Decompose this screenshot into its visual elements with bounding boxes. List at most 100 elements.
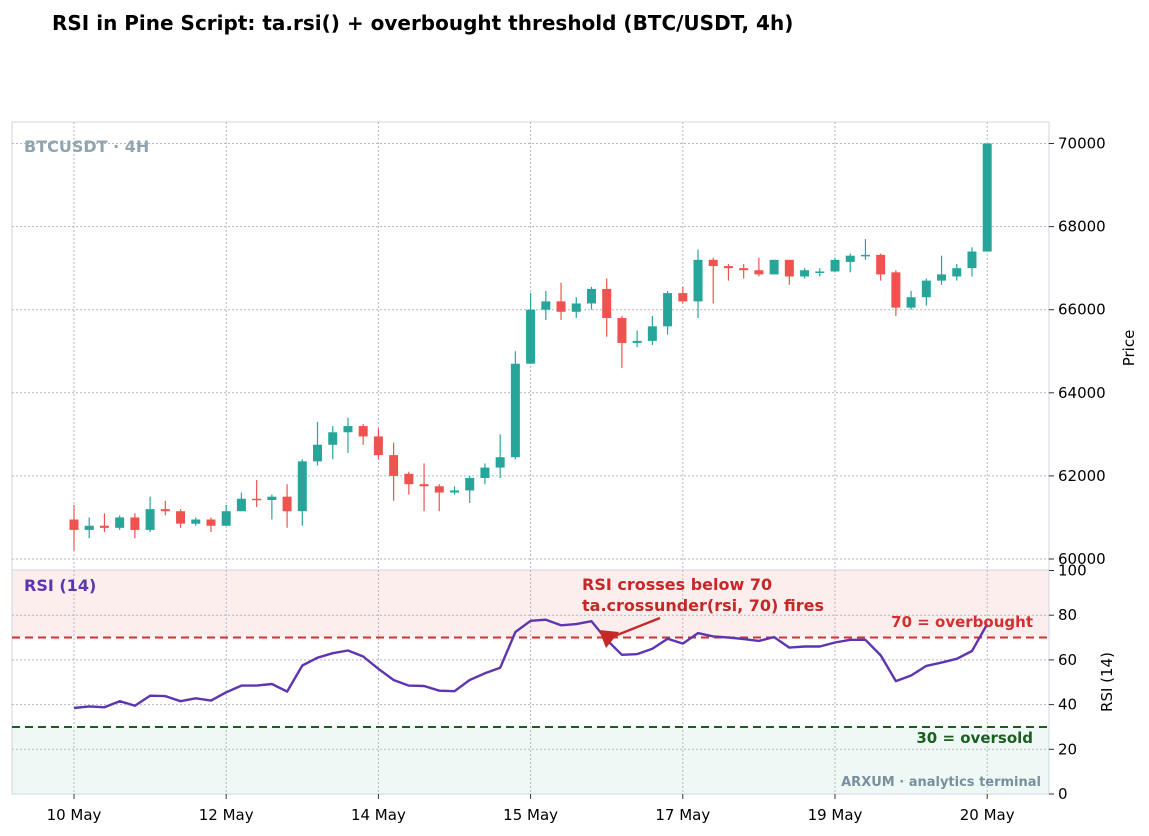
candle-body-up (343, 426, 353, 433)
price-tick-label: 66000 (1058, 301, 1106, 319)
overbought-label: 70 = overbought (891, 613, 1033, 631)
candle-body-up (145, 509, 155, 530)
candle-body-down (404, 473, 414, 485)
candle-body-down (252, 498, 262, 501)
annotation-line-1: RSI crosses below 70 (582, 575, 772, 594)
x-tick-label: 19 May (808, 806, 863, 824)
chart-title: RSI in Pine Script: ta.rsi() + overbough… (52, 11, 793, 35)
candle-body-up (328, 432, 338, 445)
rsi-tick-label: 40 (1058, 696, 1077, 714)
price-tick-label: 64000 (1058, 384, 1106, 402)
footer-watermark: ARXUM · analytics terminal (841, 775, 1041, 790)
x-axis: 10 May 12 May 14 May 15 May 17 May 19 May 20 M… (47, 794, 1015, 824)
candle-body-up (921, 280, 931, 298)
candle-body-down (358, 426, 368, 437)
annotation-arrow-shaft (611, 616, 661, 639)
candle-body-up (632, 340, 642, 343)
candle-body-up (313, 444, 323, 462)
price-tick-label: 62000 (1058, 467, 1106, 485)
candle-body-up (495, 457, 505, 468)
rsi-panel: 0 20 40 60 80 100 10 May 12 May 14 May 15 May 17 … (11, 562, 1116, 824)
price-tick-label: 70000 (1058, 135, 1106, 153)
candle-body-down (891, 272, 901, 308)
candle-body-down (389, 455, 399, 476)
candle-body-down (602, 288, 612, 319)
candle-body-down (617, 318, 627, 343)
candle-body-up (800, 270, 810, 277)
rsi-panel-label: RSI (14) (24, 576, 96, 595)
candle-body-down (754, 270, 764, 275)
candle-body-up (647, 326, 657, 341)
candle-body-up (510, 363, 520, 458)
candle-body-up (830, 259, 840, 272)
annotation-line-2: ta.crossunder(rsi, 70) fires (582, 596, 824, 615)
x-tick-label: 12 May (199, 806, 254, 824)
candle-body-up (191, 519, 201, 524)
candle-body-down (434, 486, 444, 493)
rsi-tick-label: 60 (1058, 651, 1077, 669)
price-y-axis: 60000 62000 64000 66000 68000 70000 (1049, 135, 1106, 568)
candle-body-down (99, 525, 109, 528)
rsi-grid (12, 570, 1049, 794)
candle-body-up (937, 274, 947, 281)
rsi-y-axis: 0 20 40 60 80 100 (1049, 562, 1087, 803)
candle-body-down (206, 519, 216, 526)
candle-body-up (115, 517, 125, 528)
price-grid (12, 122, 1049, 570)
candle-body-down (708, 259, 718, 267)
candle-body-up (236, 498, 246, 512)
candle-body-down (69, 519, 79, 530)
candle-body-up (586, 288, 596, 304)
candle-body-up (526, 309, 536, 364)
x-tick-label: 15 May (503, 806, 558, 824)
rsi-tick-label: 80 (1058, 606, 1077, 624)
candle-body-down (160, 509, 170, 512)
x-tick-label: 10 May (47, 806, 102, 824)
candle-body-up (450, 490, 459, 493)
candle-body-down (176, 511, 186, 524)
x-tick-label: 17 May (655, 806, 710, 824)
candle-body-up (769, 259, 779, 275)
candlestick-series (69, 143, 992, 551)
candle-body-up (221, 511, 231, 526)
candle-body-down (678, 293, 688, 302)
candle-body-up (84, 525, 94, 530)
candle-body-up (541, 301, 551, 310)
annotation-arrow-head (599, 630, 619, 648)
price-y-axis-label: Price (1120, 330, 1138, 367)
candle-body-down (282, 496, 292, 512)
candle-body-up (480, 467, 490, 478)
rsi-y-axis-label: RSI (14) (1098, 652, 1116, 712)
rsi-line (73, 618, 989, 710)
candle-body-up (906, 297, 916, 308)
rsi-tick-label: 100 (1058, 562, 1087, 580)
price-panel: 60000 62000 64000 66000 68000 70000 BTCUSDT ·… (11, 121, 1138, 571)
candle-body-up (571, 303, 581, 312)
candle-body-up (860, 254, 870, 257)
candle-body-up (297, 461, 307, 512)
oversold-label: 30 = oversold (916, 729, 1033, 747)
candle-body-up (693, 259, 703, 302)
price-tick-label: 60000 (1058, 550, 1106, 568)
candle-body-down (419, 484, 429, 487)
candle-body-down (784, 259, 794, 277)
candle-body-up (967, 251, 977, 269)
candle-body-up (663, 293, 673, 327)
rsi-tick-label: 0 (1058, 785, 1068, 803)
candle-body-down (556, 301, 566, 312)
x-tick-label: 14 May (351, 806, 406, 824)
candle-body-down (130, 517, 140, 530)
candle-body-down (723, 266, 733, 269)
candle-body-up (982, 143, 992, 252)
candle-body-up (815, 271, 825, 273)
candle-body-up (845, 255, 855, 262)
candle-body-up (267, 496, 277, 500)
candle-body-down (373, 436, 383, 456)
price-tick-label: 68000 (1058, 218, 1106, 236)
candle-body-up (465, 477, 475, 491)
symbol-label: BTCUSDT · 4H (24, 137, 149, 156)
candle-body-down (876, 254, 886, 275)
candle-body-down (739, 268, 749, 271)
candle-body-up (952, 268, 962, 277)
